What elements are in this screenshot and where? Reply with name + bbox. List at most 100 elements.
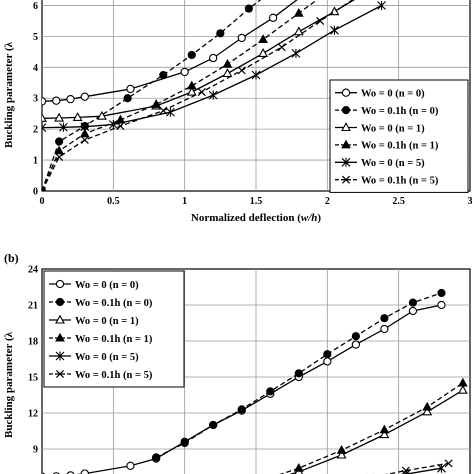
data-point: [208, 90, 218, 100]
y-tick-label: 1: [33, 156, 38, 167]
data-point: [293, 26, 304, 36]
legend-entry: Wo = 0 (n = 0): [361, 89, 425, 100]
data-point: [54, 112, 65, 122]
data-point: [116, 122, 125, 131]
data-point: [293, 462, 304, 472]
legend: Wo = 0 (n = 0) Wo = 0.1h (n = 0) Wo = 0 (n…: [43, 270, 185, 388]
data-point: [277, 43, 286, 52]
data-point: [330, 25, 339, 35]
legend-entry: Wo = 0.1h (n = 5): [361, 176, 439, 187]
data-point: [293, 7, 304, 17]
y-tick-label: 18: [28, 337, 38, 348]
series-3: [42, 0, 318, 191]
x-tick-label: 0.5: [107, 196, 120, 207]
y-tick-label: 9: [33, 445, 38, 456]
series-5: [366, 459, 453, 474]
data-point: [79, 128, 90, 138]
data-point: [108, 120, 118, 130]
data-point: [351, 340, 361, 349]
data-point: [80, 92, 89, 101]
data-point: [237, 66, 246, 75]
legend-marker: [341, 139, 351, 149]
chart-panel-a: 0 0.5 1 1.5 2 2.5 3 0 1 2 3 4 5 6 Buckling parameter (…: [3, 0, 473, 224]
data-point: [323, 357, 332, 366]
data-point: [444, 459, 453, 468]
data-point: [268, 13, 278, 22]
legend-entry: Wo = 0 (n = 1): [361, 123, 425, 134]
data-point: [377, 0, 386, 10]
data-point: [54, 145, 64, 155]
legend-entry: Wo = 0 (n = 1): [75, 316, 139, 327]
data-point: [55, 152, 64, 162]
data-point: [408, 298, 418, 307]
data-point: [52, 96, 61, 105]
data-point: [42, 186, 47, 191]
legend-marker: [55, 297, 65, 307]
data-point: [126, 461, 135, 470]
legend-marker: [55, 369, 65, 379]
series-4: [401, 463, 446, 474]
data-point: [401, 466, 410, 474]
series-line: [289, 389, 464, 474]
y-tick-label: 0: [33, 187, 38, 198]
series-line: [385, 462, 449, 474]
data-point: [422, 406, 433, 416]
data-point: [151, 99, 161, 108]
data-point: [351, 332, 360, 341]
x-tick-label: 1.5: [250, 196, 263, 207]
y-axis-label: Buckling parameter (λ: [3, 331, 15, 438]
legend-entry: Wo = 0.1h (n = 0): [361, 106, 439, 117]
y-tick-label: 21: [28, 301, 38, 312]
legend-entry: Wo = 0 (n = 0): [75, 280, 139, 291]
data-point: [59, 122, 68, 132]
data-point: [266, 387, 275, 396]
data-point: [180, 67, 189, 77]
x-tick-label: 1: [182, 196, 187, 207]
data-point: [336, 449, 347, 459]
y-tick-label: 15: [28, 373, 38, 384]
data-point: [457, 384, 468, 394]
data-point: [186, 86, 197, 96]
series-1: [152, 288, 446, 462]
series-line: [42, 0, 355, 119]
x-tick-label: 0: [40, 196, 45, 207]
panel-label: (b): [4, 251, 19, 265]
data-point: [55, 137, 64, 146]
x-axis-label-main: Normalized deflection (: [191, 212, 301, 224]
series-2: [289, 384, 468, 474]
legend-entry: Wo = 0.1h (n = 1): [361, 141, 439, 152]
x-axis-label-close: ): [317, 212, 321, 224]
data-point: [336, 444, 347, 454]
data-point: [323, 350, 332, 359]
data-point: [42, 112, 47, 122]
legend-marker: [55, 351, 65, 361]
series-line: [279, 382, 464, 474]
legend-entry: Wo = 0 (n = 5): [361, 158, 425, 169]
data-point: [42, 97, 47, 106]
data-point: [379, 424, 390, 434]
data-point: [152, 453, 161, 462]
legend-entry: Wo = 0.1h (n = 0): [75, 298, 153, 309]
data-point: [42, 123, 47, 133]
x-tick-label: 2: [325, 196, 330, 207]
data-point: [180, 438, 189, 448]
data-point: [80, 135, 89, 145]
data-point: [209, 420, 218, 430]
data-point: [166, 107, 175, 117]
data-point: [294, 369, 303, 378]
legend-marker: [341, 157, 351, 167]
legend: Wo = 0 (n = 0) Wo = 0.1h (n = 0) Wo = 0 (n…: [329, 79, 469, 193]
legend-marker: [341, 122, 351, 132]
data-point: [258, 34, 268, 43]
series-5: [42, 0, 354, 191]
series-3: [279, 377, 468, 474]
data-point: [237, 33, 246, 43]
data-point: [80, 469, 89, 474]
data-point: [159, 70, 168, 80]
data-point: [186, 80, 197, 90]
data-point: [316, 16, 325, 25]
y-tick-label: 2: [33, 125, 38, 136]
data-point: [437, 288, 446, 298]
data-point: [408, 306, 418, 316]
data-point: [437, 300, 446, 310]
